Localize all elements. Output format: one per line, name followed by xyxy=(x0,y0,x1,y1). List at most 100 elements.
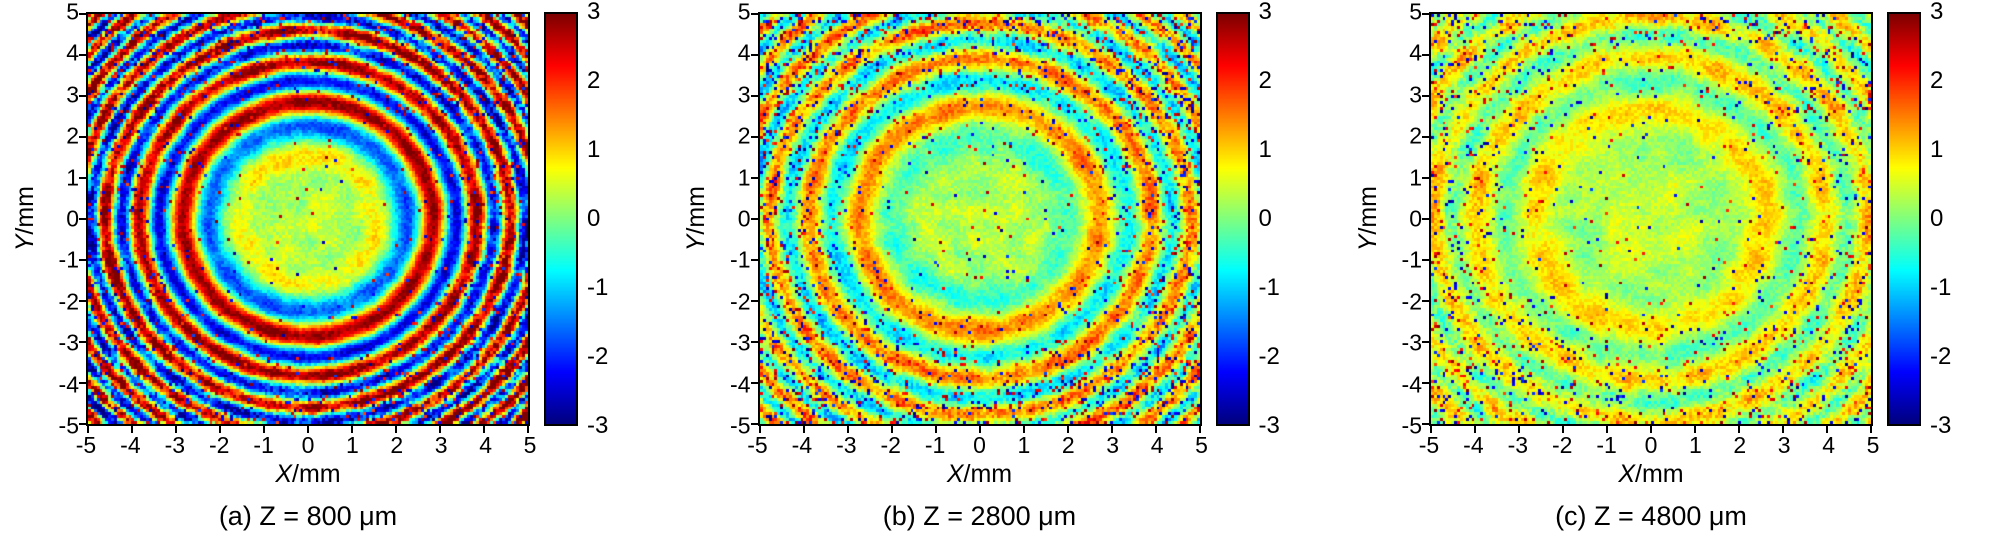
x-axis-label: X/mm xyxy=(758,460,1202,489)
colorbar-tick-label: -3 xyxy=(1930,412,1952,439)
heatmap-panel-b: Y/mm 5 4 3 2 1 0 -1 -2 -3 -4 -5 3 2 1 0 -1 -2 -3 -5 -4 -3-… xyxy=(682,0,1303,532)
x-tick-mark xyxy=(758,426,761,433)
y-tick-mark xyxy=(79,177,86,179)
colorbar-tick-label: 3 xyxy=(1258,0,1272,25)
x-tick-label: -3 xyxy=(164,432,186,458)
y-tick-label: 4 xyxy=(1409,39,1422,66)
y-tick-mark xyxy=(1422,54,1429,56)
x-tick-mark xyxy=(1110,426,1113,433)
colorbar xyxy=(1887,12,1921,426)
y-tick-mark xyxy=(1422,423,1429,425)
y-tick-label: 4 xyxy=(66,39,79,66)
heatmap-plot xyxy=(79,12,530,433)
y-tick-label: 3 xyxy=(66,81,79,108)
x-tick-label: 2 xyxy=(390,432,404,458)
y-tick-mark xyxy=(79,95,86,97)
y-tick-label: 2 xyxy=(1409,122,1422,149)
x-tick-label: 4 xyxy=(479,432,492,458)
y-tick-label: 5 xyxy=(737,0,751,25)
x-tick-mark xyxy=(219,426,221,433)
x-tick-label: 3 xyxy=(1777,432,1791,458)
panel-caption: (c) Z = 4800 μm xyxy=(1555,501,1747,531)
colorbar-tick-label: -3 xyxy=(587,412,609,439)
y-tick-mark xyxy=(750,300,758,302)
y-tick-label: -5 xyxy=(730,412,751,439)
y-tick-mark xyxy=(750,136,758,138)
x-tick-mark xyxy=(1826,426,1828,433)
heatmap-plot xyxy=(750,12,1202,433)
y-axis-variable: Y xyxy=(682,234,710,252)
colorbar-tick-label: 3 xyxy=(1930,0,1944,25)
x-tick-mark xyxy=(890,426,893,433)
x-axis-tick-labels: -5 -4 -3 -2 -1 0 1 2 3 4 5 xyxy=(76,426,537,458)
colorbar-tick-label: -2 xyxy=(1258,343,1280,370)
colorbar-canvas xyxy=(546,14,576,424)
y-axis-label: Y/mm xyxy=(1353,12,1383,426)
colorbar-canvas xyxy=(1889,14,1919,424)
x-tick-label: -1 xyxy=(1596,432,1617,458)
y-tick-label: -2 xyxy=(730,288,751,315)
x-tick-label: -3 xyxy=(836,432,857,458)
y-axis-label: Y/mm xyxy=(682,12,712,426)
x-tick-label: -2 xyxy=(208,432,230,458)
x-axis-variable: X xyxy=(946,460,964,488)
y-tick-mark xyxy=(79,300,86,302)
x-tick-label: 5 xyxy=(523,432,537,458)
x-tick-label: -4 xyxy=(791,432,813,458)
y-tick-label: -4 xyxy=(1401,371,1422,398)
y-tick-label: 5 xyxy=(1409,0,1422,25)
y-axis-tick-labels: 5 4 3 2 1 0 -1 -2 -3 -4 -5 xyxy=(1383,0,1429,437)
heatmap-canvas xyxy=(88,14,528,424)
y-axis-label: Y/mm xyxy=(10,12,40,426)
y-tick-label: 5 xyxy=(66,0,79,25)
y-tick-mark xyxy=(1422,95,1429,97)
colorbar-tick-label: 0 xyxy=(1930,205,1944,232)
y-tick-label: -1 xyxy=(1401,246,1422,273)
y-tick-mark xyxy=(750,54,758,56)
y-tick-label: 2 xyxy=(737,122,751,149)
y-tick-mark xyxy=(750,95,758,97)
y-tick-label: 1 xyxy=(66,164,79,191)
y-tick-label: 3 xyxy=(1409,81,1422,108)
x-tick-label: 1 xyxy=(1017,432,1031,458)
x-tick-label: 5 xyxy=(1866,432,1880,458)
x-tick-mark xyxy=(1870,426,1872,433)
y-tick-label: 0 xyxy=(737,205,751,232)
x-tick-mark xyxy=(1738,426,1740,433)
y-axis-variable: Y xyxy=(1353,234,1382,252)
y-tick-label: -3 xyxy=(58,329,79,356)
y-tick-label: -5 xyxy=(1401,412,1422,439)
y-tick-label: -5 xyxy=(58,412,79,439)
x-tick-label: 0 xyxy=(1644,432,1658,458)
x-tick-label: 0 xyxy=(301,432,315,458)
colorbar-tick-label: 2 xyxy=(1258,66,1272,94)
colorbar-canvas xyxy=(1217,14,1248,424)
y-tick-mark xyxy=(750,259,758,261)
colorbar-tick-label: 1 xyxy=(1930,135,1944,163)
colorbar-tick-label: 2 xyxy=(587,66,601,94)
colorbar-tick-label: 0 xyxy=(1258,205,1272,232)
y-tick-label: -4 xyxy=(730,371,751,398)
x-tick-label: 3 xyxy=(1106,432,1120,458)
figure-panels: Y/mm 5 4 3 2 1 0 -1 -2 -3 -4 -5 3 2 1 0 -1 -2 -3 -5 -4 -3-… xyxy=(10,0,1974,532)
y-axis-unit: /mm xyxy=(10,186,39,235)
y-axis-variable: Y xyxy=(10,234,39,252)
y-tick-label: 2 xyxy=(66,122,79,149)
heatmap-canvas xyxy=(759,14,1200,424)
colorbar-tick-label: -3 xyxy=(1258,412,1280,439)
y-tick-mark xyxy=(79,54,86,56)
y-tick-mark xyxy=(1422,218,1429,220)
x-tick-mark xyxy=(1022,426,1025,433)
x-tick-label: 2 xyxy=(1061,432,1075,458)
colorbar-tick-labels: 3 2 1 0 -1 -2 -3 xyxy=(1930,0,1974,438)
x-tick-label: -5 xyxy=(1418,432,1440,458)
x-tick-mark xyxy=(934,426,937,433)
colorbar-tick-label: -1 xyxy=(587,273,609,301)
y-tick-label: 1 xyxy=(1409,164,1422,191)
colorbar-tick-label: 2 xyxy=(1930,66,1944,94)
colorbar-tick-label: 1 xyxy=(1258,135,1272,163)
y-tick-label: -2 xyxy=(1401,288,1422,315)
heatmap-panel-c: Y/mm 5 4 3 2 1 0 -1 -2 -3 -4 -5 3 2 1 0 -1 -2 -3 -5 -4 -3-… xyxy=(1353,0,1974,532)
x-tick-mark xyxy=(1782,426,1784,433)
colorbar-tick-label: -2 xyxy=(587,343,609,370)
